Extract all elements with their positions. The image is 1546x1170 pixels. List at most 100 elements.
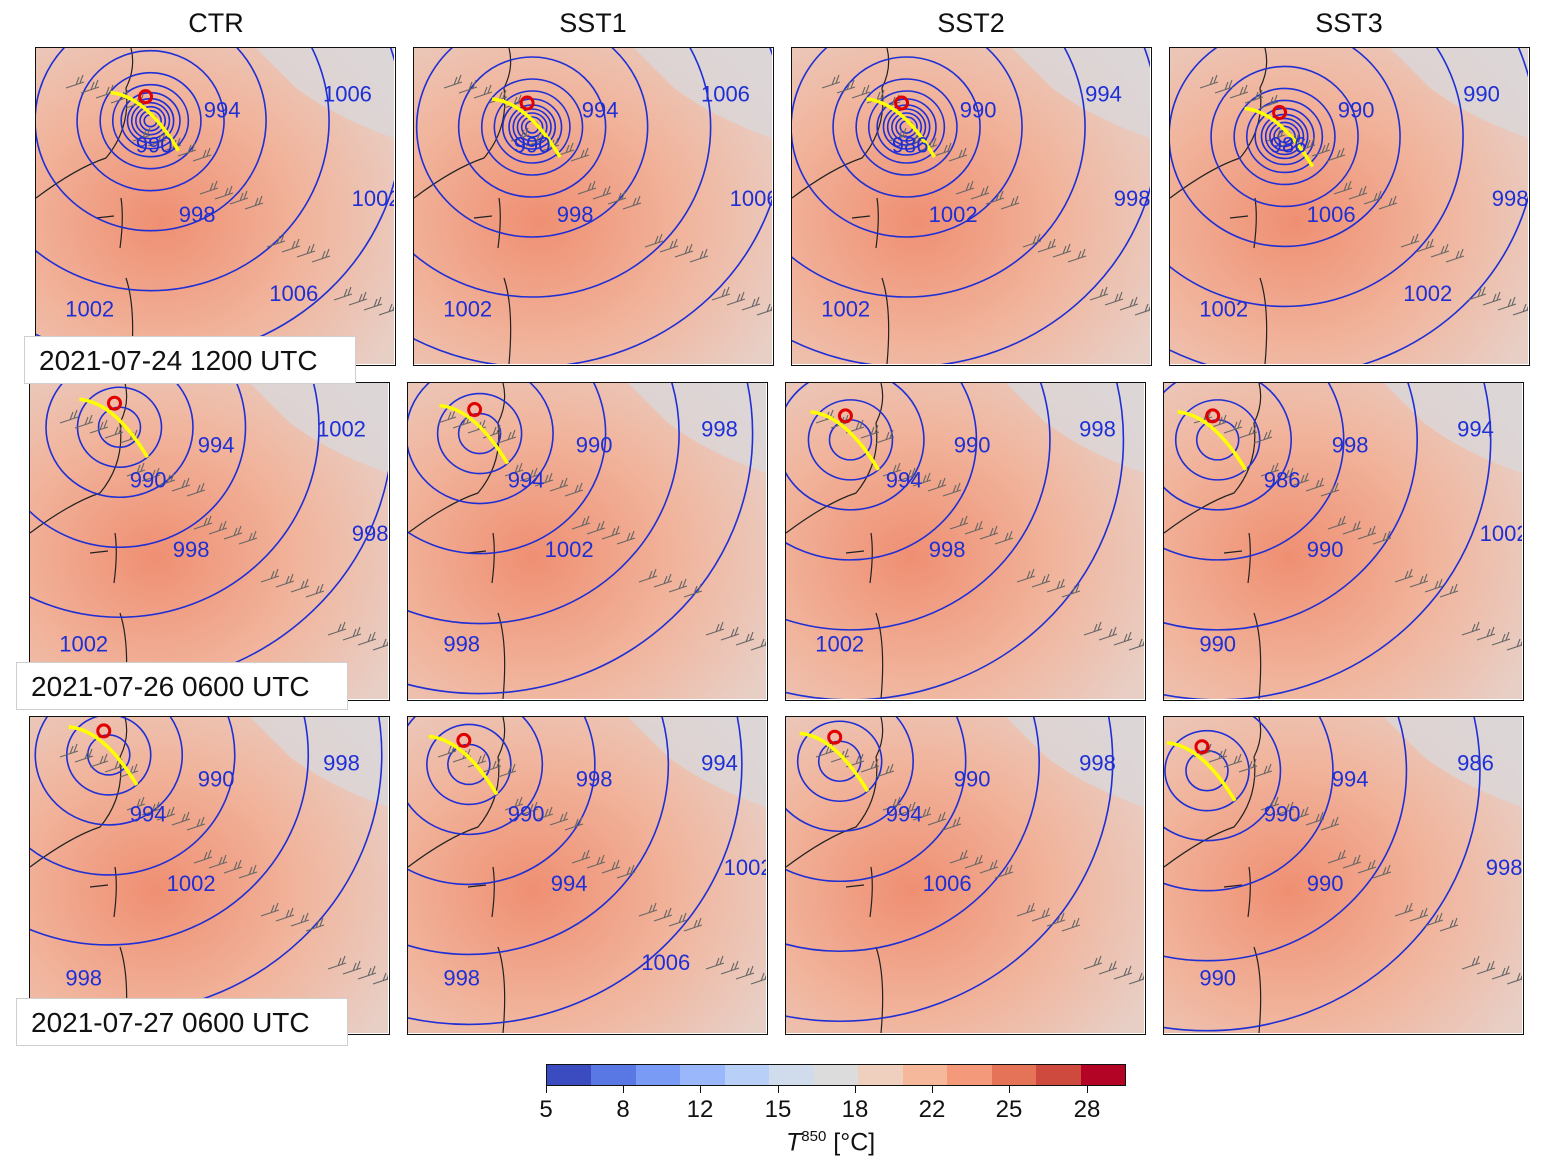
wind-barb [897,467,917,482]
wind-barb [327,955,347,970]
wind-barb [1357,525,1377,540]
wind-barb [482,758,502,773]
typhoon-symbol [467,402,483,418]
wind-barb [1253,429,1273,444]
isobar [796,720,883,803]
wind-barb [311,248,331,263]
isobar [1164,383,1345,561]
isobar-label: 994 [1332,767,1369,792]
cool-region [1006,717,1144,807]
wind-barb [1482,291,1502,306]
isobar-label: 990 [130,467,167,492]
wind-barb [59,743,79,758]
map-plot: 994 990 986 990 990 998 [1164,717,1522,1033]
isobar [30,717,309,946]
coastline [408,717,506,1033]
isobar [786,383,978,561]
wind-barb [223,859,243,874]
isobar-label: 998 [173,537,210,562]
wind-barb [214,185,234,200]
wind-barb [1476,960,1496,975]
isobar-label: 998 [929,537,966,562]
column-title-sst2: SST2 [937,8,1005,38]
typhoon-symbol [519,95,535,111]
wind-barb [1394,902,1414,917]
isobar-label: 994 [886,801,923,826]
wind-barb [186,482,206,497]
isobar-label: 1006 [1307,202,1356,227]
map-plot: 990 994 998 1002 998 [408,383,766,699]
isobar-label: 994 [198,433,235,458]
typhoon-track [79,397,150,459]
wind-barb [104,424,124,439]
wind-barb [378,303,394,316]
wind-barb [290,912,310,927]
coastline [1164,383,1262,699]
isobar-label: 990 [1307,871,1344,896]
coastline [30,383,128,699]
wind-barb [1327,849,1347,864]
wind-barb [1104,291,1124,306]
wind-barb [592,185,612,200]
isobar [786,383,925,511]
colorbar-segment [1036,1065,1081,1085]
wind-barb [59,409,79,424]
wind-barb [1128,972,1144,985]
wind-barb [1061,917,1081,932]
isobar-label: 998 [443,966,480,991]
map-panel: 990 986 990 1006 1002 998 1002 [1169,47,1530,366]
isobar-label: 998 [557,202,594,227]
cool-region [250,717,388,807]
isobar [1170,48,1401,248]
wind-barb [860,424,880,439]
isobar [408,383,554,505]
wind-barb [616,864,636,879]
colorbar-segment [947,1065,992,1085]
map-panel: 994 990 1006 998 1002 1002 1006 [35,47,396,366]
colorbar-segment [635,1065,681,1085]
wind-barb [1305,477,1325,492]
wind-barb [1128,638,1144,651]
map-panel: 994 990 1006 998 1002 1006 [413,47,774,366]
isobar-label: 998 [701,417,738,442]
isobar [1164,383,1292,511]
wind-barb [132,127,152,142]
wind-barb [705,621,725,636]
isobar-label: 986 [1264,467,1301,492]
wind-barb [1275,467,1295,482]
wind-barb [357,965,377,980]
wind-barb [534,472,554,487]
isobar-label: 994 [1457,417,1494,442]
isobar [1164,717,1282,842]
wind-barb [1512,303,1528,316]
isobar [426,723,512,806]
isobar [786,383,1051,631]
isobar [480,78,584,176]
wind-barb [1491,965,1511,980]
wind-barb [720,626,740,641]
wind-barb [80,79,100,94]
wind-barb [586,854,606,869]
map-panel: 990 994 998 1002 998 [29,716,390,1035]
isobar-label: 990 [1338,98,1375,123]
isobar [512,108,552,146]
colorbar-tick-label: 22 [918,1096,946,1123]
isobar-label: 998 [65,966,102,991]
isobar-label: 994 [130,801,167,826]
isobar [786,717,967,883]
coastline [36,48,134,364]
wind-barb [601,525,621,540]
wind-barb [497,429,517,444]
wind-barb [1244,89,1264,104]
wind-barb [266,233,286,248]
cool-region [256,48,394,138]
isobar [36,48,267,232]
wind-barb [1098,626,1118,641]
map-panel: 994 990 986 990 990 998 [1163,716,1524,1035]
isobar [1164,383,1492,699]
wind-barb [342,626,362,641]
wind-barb [1333,180,1353,195]
typhoon-track [810,410,880,471]
colorbar-tick-mark [1087,1086,1088,1093]
wind-barb [186,816,206,831]
